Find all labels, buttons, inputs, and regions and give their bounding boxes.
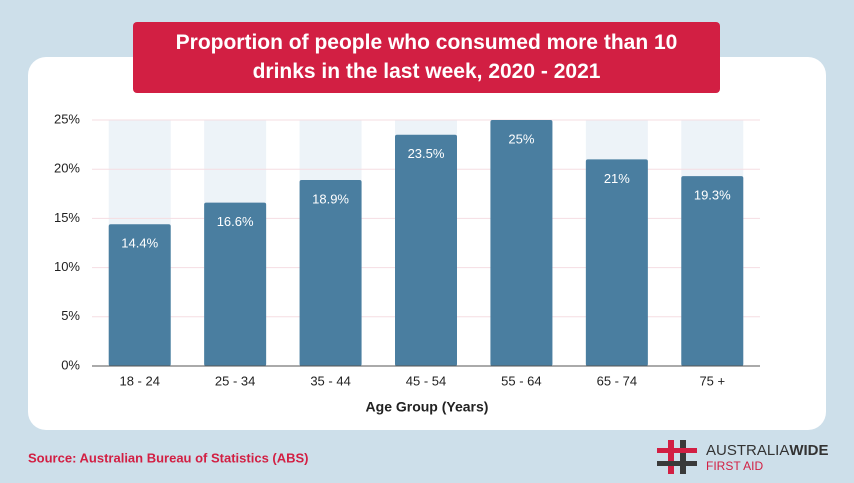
logo-name-regular: AUSTRALIA [706,442,789,459]
x-tick-label: 75 + [699,373,725,388]
y-tick-label: 10% [54,259,80,274]
x-tick-label: 45 - 54 [406,373,446,388]
value-label: 23.5% [408,146,445,161]
bar [108,224,171,366]
x-tick-label: 18 - 24 [119,373,159,388]
x-tick-label: 25 - 34 [215,373,255,388]
value-label: 21% [604,171,630,186]
source: Source: Australian Bureau of Statistics … [28,450,309,465]
bar [681,176,744,366]
bar [395,134,457,366]
logo-sub: FIRST AID [706,459,763,473]
y-tick-label: 25% [54,111,80,126]
x-tick-label: 35 - 44 [310,373,350,388]
bar [490,120,553,366]
logo-name: AUSTRALIAWIDE [706,442,829,459]
x-tick-label: 55 - 64 [501,373,541,388]
x-axis-label: Age Group (Years) [366,399,489,415]
y-tick-label: 15% [54,210,80,225]
y-tick-label: 20% [54,161,80,176]
bar [585,159,648,366]
chart-title: Proportion of people who consumed more t… [133,22,720,93]
value-label: 16.6% [217,214,254,229]
value-label: 14.4% [121,236,158,251]
bar [299,180,362,366]
value-label: 19.3% [694,188,731,203]
y-tick-label: 5% [61,308,80,323]
logo-icon [657,440,697,474]
x-tick-label: 65 - 74 [597,373,637,388]
logo-name-bold: WIDE [789,442,828,459]
y-tick-label: 0% [61,357,80,372]
value-label: 25% [508,131,534,146]
value-label: 18.9% [312,191,349,206]
bar [204,202,267,366]
